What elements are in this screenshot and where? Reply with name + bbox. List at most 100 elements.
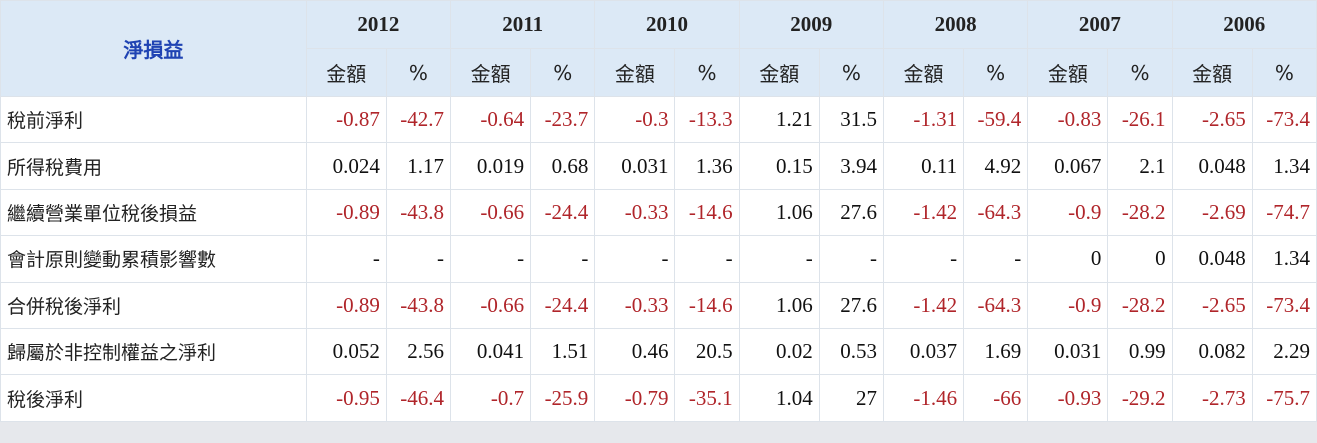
value-cell: 0.11 [882,142,965,190]
value-cell: - [594,235,676,283]
value-cell: 20.5 [674,327,740,376]
value-cell: -29.2 [1107,374,1173,422]
value-cell: -42.7 [385,95,452,144]
value-cell: -2.73 [1171,374,1253,422]
value-cell: - [963,235,1029,283]
value-cell: -28.2 [1107,188,1173,237]
value-cell: -0.89 [305,188,387,237]
value-cell: 0.15 [738,142,820,190]
year-header: 2007 [1027,0,1173,49]
value-cell: -73.4 [1251,95,1317,144]
row-label: 稅前淨利 [0,95,307,144]
value-cell: -0.87 [305,95,387,144]
table-row: 稅後淨利 -0.95 -46.4 -0.7 -25.9 -0.79 -35.1 1.04 27-… [0,374,1317,422]
sub-header: 金額 [1171,48,1253,97]
value-cell: 1.06 [738,188,820,237]
value-cell: -0.95 [305,374,387,422]
value-cell: 1.17 [385,142,452,190]
value-cell: 0 [1107,235,1173,283]
value-cell: -0.66 [449,281,532,329]
value-cell: 0.031 [1027,327,1109,376]
sub-header: 金額 [1027,48,1109,97]
value-cell: 1.36 [674,142,740,190]
value-cell: -43.8 [385,188,452,237]
income-table: 淨損益 2012 2011 2010 2009 2008 2007 2006 金額% 金額% 金… [0,0,1317,422]
row-label: 歸屬於非控制權益之淨利 [0,327,307,376]
value-cell: -0.66 [449,188,532,237]
value-cell: - [305,235,387,283]
value-cell: -0.64 [449,95,532,144]
sub-header: % [385,48,452,97]
year-header: 2011 [449,0,596,49]
table-row: 所得稅費用 0.024 1.17 0.019 0.68 0.031 1.36 0.15 3.94… [0,142,1317,190]
sub-header: 金額 [882,48,965,97]
value-cell: -1.46 [882,374,965,422]
value-cell: 0.031 [594,142,676,190]
row-label: 所得稅費用 [0,142,307,190]
sub-header: % [818,48,884,97]
value-cell: 0.99 [1107,327,1173,376]
value-cell: -64.3 [963,281,1029,329]
value-cell: 0.53 [818,327,884,376]
row-label: 合併稅後淨利 [0,281,307,329]
value-cell: 0.019 [449,142,532,190]
year-header: 2009 [738,0,884,49]
value-cell: -66 [963,374,1029,422]
value-cell: -0.79 [594,374,676,422]
value-cell: -24.4 [530,281,596,329]
value-cell: 0.041 [449,327,532,376]
value-cell: -0.33 [594,188,676,237]
value-cell: -26.1 [1107,95,1173,144]
year-header: 2012 [305,0,452,49]
value-cell: -73.4 [1251,281,1317,329]
value-cell: - [738,235,820,283]
value-cell: 27 [818,374,884,422]
sub-header: 金額 [594,48,676,97]
value-cell: -43.8 [385,281,452,329]
value-cell: 1.04 [738,374,820,422]
sub-header: % [1107,48,1173,97]
value-cell: 0.024 [305,142,387,190]
value-cell: 1.51 [530,327,596,376]
value-cell: - [530,235,596,283]
table-row: 歸屬於非控制權益之淨利 0.052 2.56 0.041 1.51 0.46 20.5 0.0… [0,327,1317,376]
value-cell: -13.3 [674,95,740,144]
table-row: 合併稅後淨利 -0.89 -43.8 -0.66 -24.4 -0.33 -14.6 1.06… [0,281,1317,329]
value-cell: -75.7 [1251,374,1317,422]
value-cell: 0.68 [530,142,596,190]
table-row: 會計原則變動累積影響數 - - - - - - - - - -0 0 0.048 1.34 [0,235,1317,283]
value-cell: - [385,235,452,283]
value-cell: 1.06 [738,281,820,329]
value-cell: -0.83 [1027,95,1109,144]
table-row: 稅前淨利 -0.87 -42.7 -0.64 -23.7 -0.3 -13.3 1.21 31.… [0,95,1317,144]
value-cell: -0.7 [449,374,532,422]
value-cell: -0.3 [594,95,676,144]
value-cell: -23.7 [530,95,596,144]
value-cell: - [818,235,884,283]
value-cell: -59.4 [963,95,1029,144]
value-cell: 3.94 [818,142,884,190]
value-cell: -1.42 [882,281,965,329]
row-label: 會計原則變動累積影響數 [0,235,307,283]
table-body: 稅前淨利 -0.87 -42.7 -0.64 -23.7 -0.3 -13.3 1.21 31.… [0,95,1317,422]
value-cell: -1.42 [882,188,965,237]
value-cell: 0.048 [1171,142,1253,190]
value-cell: 0 [1027,235,1109,283]
value-cell: -24.4 [530,188,596,237]
value-cell: -28.2 [1107,281,1173,329]
value-cell: - [882,235,965,283]
value-cell: 0.02 [738,327,820,376]
sub-header: % [1251,48,1317,97]
value-cell: -35.1 [674,374,740,422]
value-cell: -0.89 [305,281,387,329]
value-cell: -0.93 [1027,374,1109,422]
table-header: 淨損益 2012 2011 2010 2009 2008 2007 2006 金額% 金額% 金… [0,0,1317,97]
row-label: 繼續營業單位稅後損益 [0,188,307,237]
value-cell: -74.7 [1251,188,1317,237]
sub-header: 金額 [305,48,387,97]
year-header: 2008 [882,0,1029,49]
value-cell: -0.9 [1027,281,1109,329]
value-cell: 2.1 [1107,142,1173,190]
value-cell: -0.9 [1027,188,1109,237]
